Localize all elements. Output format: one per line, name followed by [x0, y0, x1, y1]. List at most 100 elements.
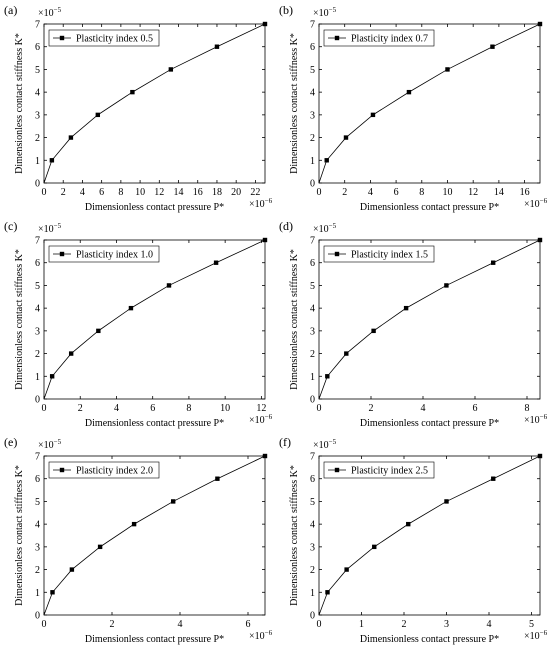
y-tick-label: 6	[35, 258, 40, 269]
series-line	[43, 455, 266, 616]
x-tick-label: 22	[250, 187, 260, 198]
x-axis-title: Dimensionless contact pressure P*	[360, 418, 499, 429]
data-point-marker	[325, 374, 330, 379]
x-tick-label: 16	[520, 187, 530, 198]
x-tick-label: 4	[421, 403, 426, 414]
y-tick-label: 2	[35, 349, 40, 360]
x-tick-label: 12	[468, 187, 478, 198]
y-tick-label: 4	[310, 304, 315, 315]
x-tick-label: 12	[154, 187, 164, 198]
x-tick-label: 0	[42, 403, 47, 414]
data-point-marker	[96, 328, 101, 334]
x-tick-label: 6	[99, 187, 104, 198]
y-tick-label: 6	[35, 42, 40, 53]
x-tick-label: 6	[394, 187, 399, 198]
y-tick-label: 3	[35, 110, 40, 121]
data-point-marker	[168, 67, 174, 72]
series-line	[43, 239, 266, 400]
data-point-marker	[214, 44, 220, 49]
y-tick-label: 1	[35, 372, 40, 383]
y-tick-label: 7	[35, 20, 40, 31]
x-tick-label: 2	[402, 619, 407, 630]
y-axis-multiplier: ×10−5	[38, 222, 62, 235]
data-point-marker	[537, 453, 543, 459]
data-point-marker	[131, 521, 137, 527]
y-axis-title: Dimensionless contact stiffness K*	[14, 33, 25, 174]
y-axis-title: Dimensionless contact stiffness K*	[289, 33, 300, 174]
series-line	[43, 23, 266, 184]
y-tick-label: 4	[35, 520, 40, 531]
data-point-marker	[213, 260, 219, 265]
y-tick-label: 6	[35, 474, 40, 485]
x-axis-exponent: −6	[540, 197, 548, 205]
x-axis-exponent: −6	[265, 197, 273, 205]
x-axis-exponent: −6	[540, 629, 548, 637]
legend-marker	[59, 35, 65, 41]
data-point-marker	[68, 135, 74, 140]
x-axis-exponent: −6	[540, 413, 548, 421]
y-tick-label: 7	[35, 452, 40, 463]
x-axis-title: Dimensionless contact pressure P*	[85, 202, 224, 213]
series-line	[318, 23, 541, 184]
y-tick-label: 0	[35, 395, 40, 406]
data-point-marker	[444, 283, 449, 288]
plot-frame	[43, 23, 266, 184]
y-tick-label: 5	[35, 497, 40, 508]
legend-box	[323, 245, 435, 263]
data-point-marker	[95, 112, 101, 118]
y-axis-title: Dimensionless contact stiffness K*	[289, 465, 300, 606]
y-tick-label: 7	[310, 20, 315, 31]
data-point-marker	[97, 544, 103, 550]
x-axis-multiplier: ×10−6	[524, 629, 548, 642]
y-axis-title: Dimensionless contact stiffness K*	[289, 249, 300, 390]
data-point-marker	[262, 453, 268, 459]
x-axis-multiplier: ×10−6	[249, 413, 273, 426]
x-tick-label: 8	[118, 187, 123, 198]
x-tick-label: 14	[494, 187, 504, 198]
x-axis-multiplier: ×10−6	[249, 629, 273, 642]
y-axis-multiplier: ×10−5	[313, 438, 337, 451]
panel-label: (d)	[279, 219, 293, 233]
y-tick-label: 2	[310, 133, 315, 144]
data-point-marker	[128, 305, 134, 311]
panel-label: (b)	[279, 3, 293, 17]
x-tick-label: 10	[220, 403, 230, 414]
x-tick-label: 6	[473, 403, 478, 414]
x-tick-label: 4	[487, 619, 492, 630]
y-tick-label: 5	[310, 65, 315, 76]
x-axis-multiplier: ×10−6	[524, 197, 548, 210]
x-tick-label: 8	[419, 187, 424, 198]
y-tick-label: 0	[35, 611, 40, 622]
y-axis-exponent: −5	[54, 438, 62, 446]
x-tick-label: 3	[444, 619, 449, 630]
y-tick-label: 3	[310, 326, 315, 337]
data-point-marker	[325, 590, 330, 595]
legend-label: Plasticity index 2.0	[76, 466, 153, 477]
y-tick-label: 1	[310, 588, 315, 599]
y-tick-label: 2	[35, 565, 40, 576]
x-tick-label: 0	[42, 619, 47, 630]
y-tick-label: 0	[310, 395, 315, 406]
x-tick-label: 1	[359, 619, 364, 630]
data-point-marker	[130, 89, 135, 95]
y-tick-label: 7	[310, 452, 315, 463]
legend-box	[48, 461, 160, 479]
y-tick-label: 5	[35, 281, 40, 292]
y-tick-label: 0	[35, 179, 40, 190]
x-axis-exponent: −6	[265, 413, 273, 421]
x-tick-label: 6	[246, 619, 251, 630]
legend-box	[48, 29, 160, 47]
x-tick-label: 5	[529, 619, 534, 630]
y-tick-label: 2	[35, 133, 40, 144]
data-point-marker	[324, 158, 329, 163]
legend-marker	[59, 251, 65, 257]
y-tick-label: 0	[310, 179, 315, 190]
x-tick-label: 4	[80, 187, 85, 198]
data-point-marker	[372, 544, 377, 550]
data-point-marker	[49, 158, 55, 163]
plot-frame	[318, 455, 541, 616]
